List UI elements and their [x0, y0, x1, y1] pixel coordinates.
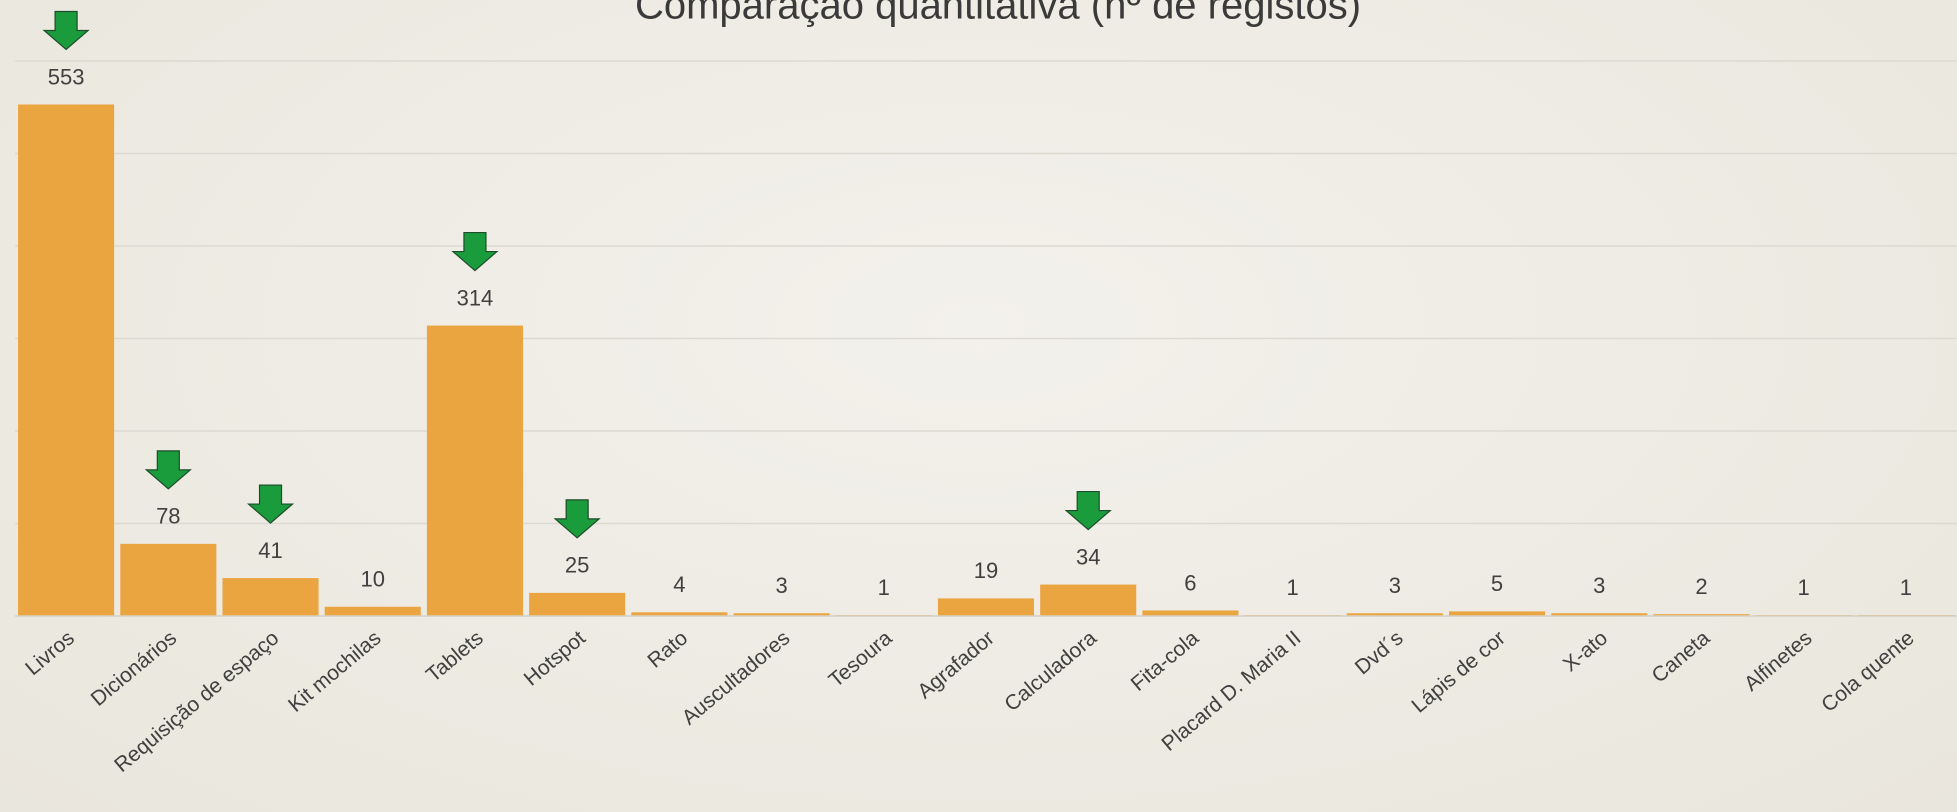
x-tick-label: Dicionários [87, 626, 181, 710]
x-tick-label: Calculadora [1000, 626, 1101, 716]
x-tick-label: Tablets [422, 626, 488, 686]
highlight-arrow [144, 450, 192, 490]
bar [1142, 610, 1239, 616]
value-label: 34 [1076, 544, 1100, 569]
x-tick-label: Dvd´s [1351, 626, 1408, 679]
bar [1449, 611, 1546, 616]
bar [426, 325, 523, 616]
bar [222, 578, 319, 616]
bar [324, 606, 421, 616]
bar [937, 598, 1035, 616]
x-tick-label: Livros [21, 626, 79, 680]
value-label: 6 [1184, 570, 1196, 595]
value-label: 10 [360, 567, 384, 592]
highlight-arrow [42, 10, 90, 51]
value-label: 1 [1798, 575, 1810, 600]
x-tick-label: Fita-cola [1127, 626, 1204, 696]
bar [120, 543, 217, 616]
value-label: 4 [673, 572, 685, 597]
chart-title: Comparação quantitativa (nº de registos) [635, 0, 1361, 28]
bar [631, 612, 728, 616]
highlight-arrow [246, 484, 295, 524]
x-tick-label: Auscultadores [678, 626, 795, 729]
bar [1653, 614, 1750, 616]
x-tick-label: Hotspot [520, 626, 590, 690]
value-label: 5 [1491, 571, 1503, 596]
value-label: 78 [156, 504, 180, 529]
bar [733, 613, 830, 616]
x-tick-label: Rato [643, 626, 692, 672]
highlight-arrow [553, 499, 601, 539]
bar [1346, 613, 1443, 616]
value-label: 3 [775, 573, 787, 598]
value-label: 3 [1593, 573, 1605, 598]
x-tick-label: Agrafador [913, 626, 998, 703]
bar [1040, 584, 1137, 616]
x-tick-label: Caneta [1648, 626, 1715, 687]
bar [18, 104, 115, 616]
value-label: 1 [878, 575, 890, 600]
value-label: 3 [1389, 573, 1401, 598]
value-label: 25 [565, 553, 589, 578]
value-label: 2 [1695, 574, 1707, 599]
highlight-arrow [1064, 490, 1112, 531]
x-tick-label: X-ato [1559, 626, 1612, 676]
x-tick-label: Requisição de espaço [110, 626, 283, 776]
x-tick-label: Lápis de cor [1407, 626, 1509, 717]
value-label: 553 [48, 64, 85, 89]
x-tick-label: Kit mochilas [284, 626, 386, 716]
bar [1551, 613, 1648, 616]
value-label: 1 [1900, 575, 1912, 600]
highlight-arrow [451, 231, 499, 272]
x-tick-label: Cola quente [1817, 626, 1919, 716]
value-label: 19 [974, 558, 998, 583]
bar [529, 592, 626, 616]
value-label: 1 [1287, 575, 1299, 600]
x-tick-label: Tesoura [825, 626, 897, 692]
value-label: 41 [258, 538, 282, 563]
x-tick-label: Alfinetes [1740, 626, 1816, 695]
value-label: 314 [457, 285, 494, 310]
